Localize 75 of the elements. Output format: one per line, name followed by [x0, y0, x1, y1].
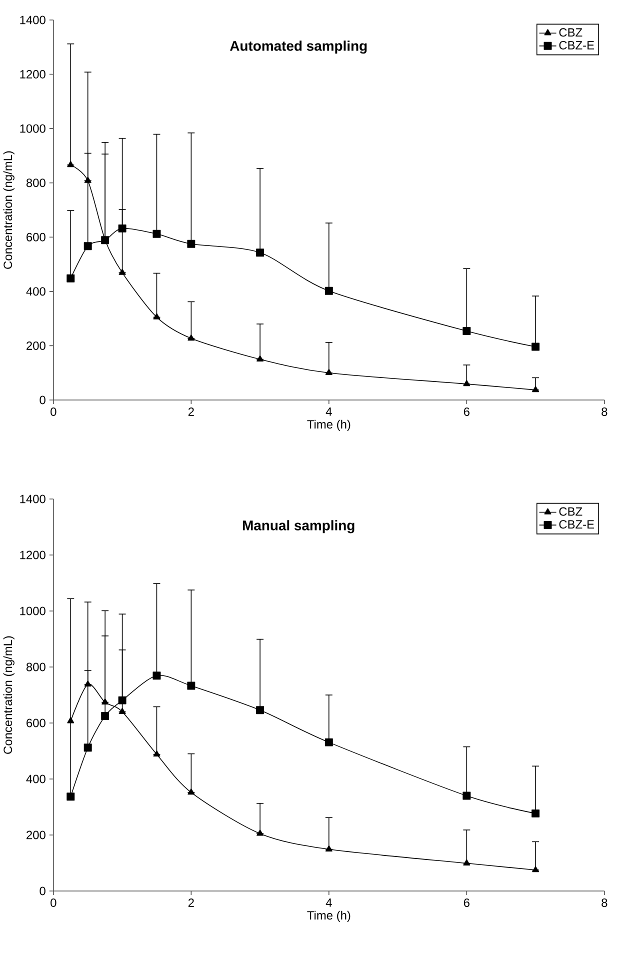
point: [84, 176, 92, 183]
legend-label: CBZ-E: [559, 520, 594, 529]
point: [462, 327, 470, 336]
point: [532, 866, 539, 872]
point: [84, 680, 92, 687]
point: [153, 750, 160, 757]
point: [186, 682, 195, 690]
point: [324, 738, 333, 746]
point: [152, 230, 161, 238]
point: [118, 268, 126, 275]
x-tick-label: 0: [50, 898, 56, 907]
y-tick-label: 600: [26, 718, 46, 728]
y-tick-label: 1200: [20, 550, 46, 560]
y-tick-label: 400: [26, 287, 46, 296]
y-tick-label: 1000: [20, 124, 46, 133]
legend-label: CBZ: [559, 507, 582, 516]
point: [531, 809, 540, 818]
point: [324, 286, 333, 295]
point: [84, 744, 92, 752]
point: [325, 845, 332, 852]
x-tick-label: 6: [464, 408, 470, 416]
y-tick-label: 1400: [20, 494, 46, 504]
y-tick-label: 800: [26, 662, 46, 672]
x-tick-label: 2: [188, 898, 194, 907]
y-axis-title: Concentration (ng/mL): [3, 151, 14, 269]
x-tick-label: 6: [464, 898, 470, 907]
point: [187, 334, 194, 341]
point: [84, 242, 92, 250]
point: [100, 712, 109, 720]
text: Manual sampling: [242, 520, 354, 534]
x-tick-label: 8: [601, 408, 608, 416]
point: [66, 792, 74, 801]
x-axis-title: Time (h): [306, 420, 350, 431]
point: [256, 355, 264, 362]
legend-label: CBZ: [559, 28, 582, 37]
point: [462, 859, 470, 866]
y-tick-label: 0: [40, 396, 46, 404]
x-axis-title: Time (h): [306, 910, 350, 922]
x-tick-label: 0: [50, 408, 56, 416]
x-tick-label: 4: [326, 408, 332, 416]
y-tick-label: 200: [26, 341, 46, 350]
point: [153, 313, 160, 320]
y-tick-label: 800: [26, 178, 46, 188]
point: [256, 706, 264, 714]
point: [118, 708, 126, 714]
point: [66, 274, 74, 282]
point: [66, 160, 74, 168]
point: [532, 386, 539, 392]
point: [325, 368, 332, 376]
y-tick-label: 600: [26, 232, 46, 242]
point: [531, 342, 540, 351]
y-tick-label: 1000: [20, 606, 46, 616]
point: [462, 380, 470, 386]
x-tick-label: 8: [601, 898, 608, 907]
y-axis-title: Concentration (ng/mL): [3, 636, 14, 754]
point: [187, 788, 194, 795]
point: [462, 792, 470, 800]
x-tick-label: 4: [326, 898, 332, 907]
y-tick-label: 0: [40, 886, 46, 896]
y-tick-label: 200: [26, 830, 46, 840]
point: [66, 717, 74, 724]
point: [118, 224, 126, 232]
point: [101, 698, 108, 704]
point: [100, 236, 109, 244]
point: [256, 248, 264, 257]
y-tick-label: 1200: [20, 70, 46, 78]
point: [186, 240, 195, 248]
y-tick-label: 1400: [20, 16, 46, 24]
point: [152, 672, 161, 680]
point: [118, 696, 126, 704]
y-tick-label: 400: [26, 774, 46, 784]
legend-label: CBZ-E: [559, 41, 594, 50]
x-tick-label: 2: [188, 408, 194, 416]
point: [256, 830, 264, 836]
text: Automated sampling: [230, 40, 366, 54]
